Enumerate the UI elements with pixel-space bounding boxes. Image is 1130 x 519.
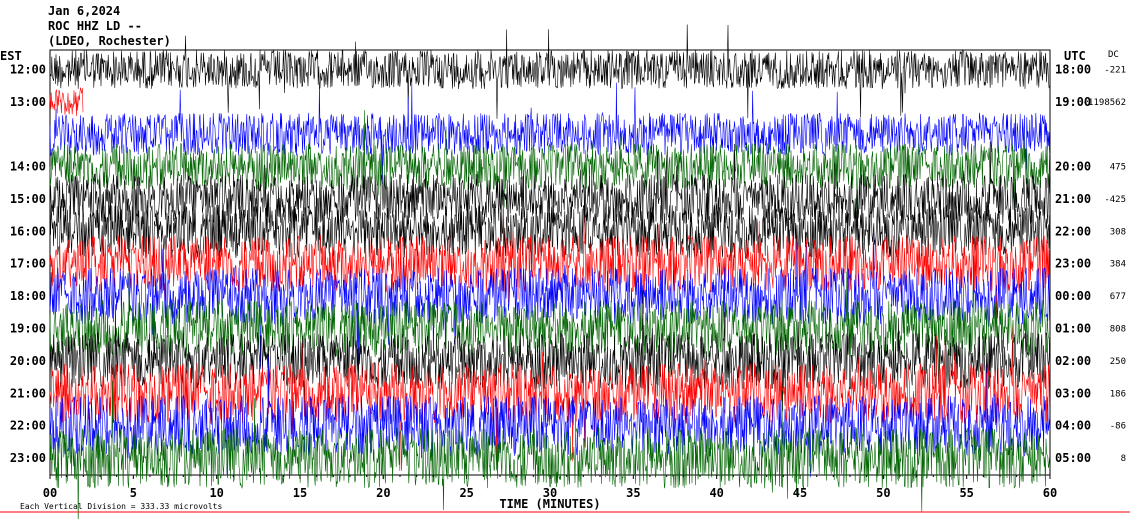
est-label-6: 17:00	[10, 257, 46, 271]
utc-label-0: 18:00	[1055, 62, 1091, 76]
trace-row-9	[49, 291, 1050, 412]
est-label-8: 19:00	[10, 322, 46, 336]
x-tick-label-4: 20	[376, 486, 390, 500]
x-tick-label-3: 15	[293, 486, 307, 500]
est-label-11: 22:00	[10, 419, 46, 433]
chart-network: (LDEO, Rochester)	[48, 34, 171, 48]
est-label-9: 20:00	[10, 354, 46, 368]
trace-row-7	[49, 233, 1050, 370]
utc-label-8: 01:00	[1055, 322, 1091, 336]
x-tick-label-9: 45	[793, 486, 807, 500]
dc-label-7: 677	[1110, 292, 1126, 302]
trace-row-1	[49, 87, 84, 117]
utc-label-7: 00:00	[1055, 289, 1091, 303]
dc-label-8: 808	[1110, 325, 1126, 335]
x-axis-label: TIME (MINUTES)	[499, 497, 600, 511]
est-axis-label: EST	[0, 49, 22, 63]
trace-row-3	[49, 110, 1050, 222]
utc-label-4: 21:00	[1055, 192, 1091, 206]
dc-label-0: -221	[1104, 65, 1126, 75]
trace-row-2	[49, 81, 1050, 185]
dc-label-6: 384	[1110, 260, 1126, 270]
chart-station: ROC HHZ LD --	[48, 19, 142, 33]
dc-label-5: 308	[1110, 227, 1126, 237]
x-tick-label-11: 55	[959, 486, 973, 500]
x-tick-label-5: 25	[459, 486, 473, 500]
dc-label-11: -86	[1110, 422, 1126, 432]
dc-label-12: 8	[1121, 454, 1126, 464]
x-tick-label-8: 40	[709, 486, 723, 500]
est-label-1: 13:00	[10, 95, 46, 109]
utc-label-10: 03:00	[1055, 386, 1091, 400]
utc-label-11: 04:00	[1055, 419, 1091, 433]
est-label-4: 15:00	[10, 192, 46, 206]
trace-row-8	[49, 255, 1050, 393]
dc-label-3: 475	[1110, 163, 1126, 173]
x-tick-label-0: 00	[43, 486, 57, 500]
dc-label-1: -1198562	[1083, 98, 1126, 108]
utc-label-9: 02:00	[1055, 354, 1091, 368]
utc-label-12: 05:00	[1055, 451, 1091, 465]
est-label-5: 16:00	[10, 224, 46, 238]
utc-label-6: 23:00	[1055, 257, 1091, 271]
x-tick-label-10: 50	[876, 486, 890, 500]
dc-label-10: 186	[1110, 389, 1126, 399]
est-label-7: 18:00	[10, 289, 46, 303]
x-tick-label-7: 35	[626, 486, 640, 500]
dc-axis-label: DC	[1108, 50, 1119, 60]
dc-label-9: 250	[1110, 357, 1126, 367]
utc-axis-label: UTC	[1064, 49, 1086, 63]
x-tick-label-2: 10	[209, 486, 223, 500]
dc-label-4: -425	[1104, 195, 1126, 205]
est-label-0: 12:00	[10, 62, 46, 76]
trace-row-4	[49, 141, 1050, 263]
est-label-10: 21:00	[10, 386, 46, 400]
est-label-12: 23:00	[10, 451, 46, 465]
trace-row-0	[49, 24, 1050, 119]
utc-label-1: 19:00	[1055, 95, 1091, 109]
est-label-3: 14:00	[10, 160, 46, 174]
trace-row-12	[49, 380, 1050, 519]
utc-label-5: 22:00	[1055, 224, 1091, 238]
x-tick-label-6: 30	[543, 486, 557, 500]
trace-row-11	[49, 355, 1050, 478]
x-tick-label-12: 60	[1043, 486, 1057, 500]
scale-note: Each Vertical Division = 333.33 microvol…	[20, 502, 222, 511]
chart-date: Jan 6,2024	[48, 4, 121, 18]
utc-label-3: 20:00	[1055, 160, 1091, 174]
x-tick-label-1: 5	[130, 486, 137, 500]
